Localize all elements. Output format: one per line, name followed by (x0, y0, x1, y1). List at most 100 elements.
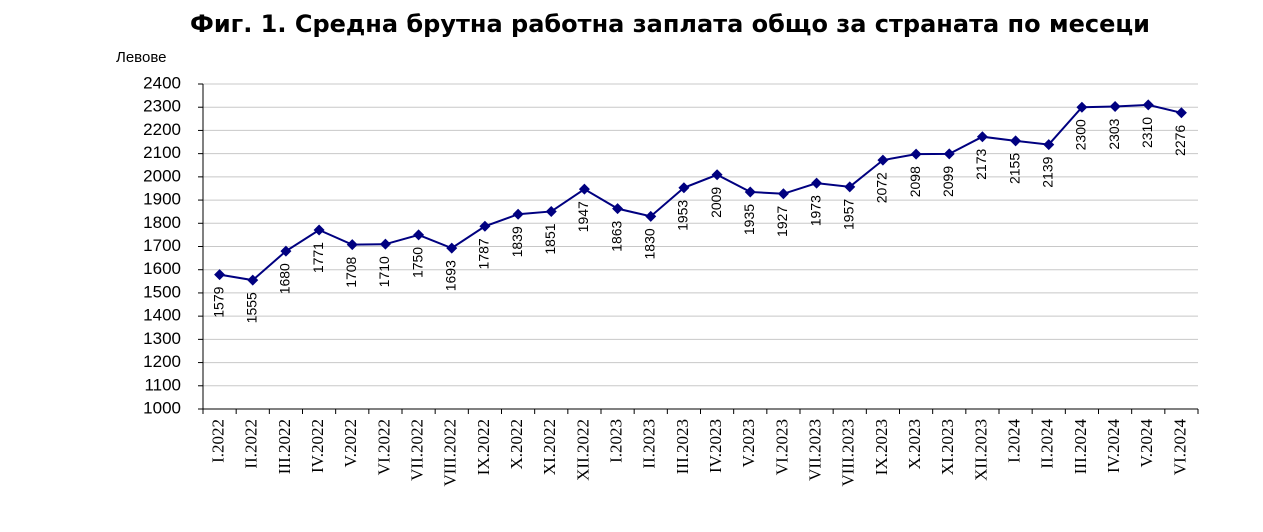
y-tick-label: 1700 (143, 236, 181, 255)
x-tick-label: I.2024 (1004, 419, 1023, 463)
data-label: 2310 (1139, 117, 1155, 148)
y-tick-label: 1400 (143, 306, 181, 325)
data-label: 1851 (542, 223, 558, 254)
marker (1076, 101, 1088, 113)
data-label: 1708 (343, 256, 359, 287)
marker (346, 239, 358, 251)
x-tick-label: IV.2023 (706, 419, 725, 473)
y-tick-label: 2100 (143, 143, 181, 162)
marker (1142, 99, 1154, 111)
marker (479, 220, 491, 232)
marker (943, 148, 955, 160)
marker (711, 169, 723, 181)
data-label: 1863 (608, 220, 624, 251)
y-tick-label: 1200 (143, 352, 181, 371)
x-tick-label: VIII.2023 (839, 419, 858, 487)
marker (578, 183, 590, 195)
x-tick-label: VII.2023 (805, 419, 824, 481)
x-tick-label: V.2024 (1137, 419, 1156, 468)
y-tick-label: 1300 (143, 329, 181, 348)
y-tick-label: 2400 (143, 73, 181, 92)
y-tick-label: 1000 (143, 398, 181, 417)
data-label: 2276 (1172, 125, 1188, 156)
marker (545, 205, 557, 217)
data-label: 2072 (874, 172, 890, 203)
marker (976, 131, 988, 143)
data-label: 1771 (310, 242, 326, 273)
data-label: 2300 (1073, 119, 1089, 150)
x-tick-label: XII.2022 (573, 419, 592, 481)
marker (910, 148, 922, 160)
x-tick-label: IV.2022 (308, 419, 327, 473)
x-tick-label: V.2023 (739, 419, 758, 467)
data-label: 1935 (741, 204, 757, 235)
y-tick-label: 1100 (144, 375, 181, 394)
marker (744, 186, 756, 198)
marker (678, 182, 690, 194)
x-tick-label: X.2022 (507, 419, 526, 470)
y-tick-label: 1600 (143, 259, 181, 278)
y-tick-label: 1900 (143, 190, 181, 209)
marker (777, 188, 789, 200)
line (219, 103, 1182, 282)
marker (844, 181, 856, 193)
data-label: 2155 (1006, 153, 1022, 184)
marker (1043, 139, 1055, 151)
y-tick-label: 2200 (143, 120, 181, 139)
marker (811, 177, 823, 189)
data-label: 2303 (1106, 118, 1122, 149)
marker (512, 208, 524, 220)
marker (877, 154, 889, 166)
data-label: 1693 (442, 260, 458, 291)
data-label: 1839 (509, 226, 525, 257)
data-label: 1957 (840, 199, 856, 230)
x-tick-label: VI.2024 (1170, 419, 1189, 476)
data-label: 1953 (675, 200, 691, 231)
marker (1109, 101, 1121, 113)
marker (1175, 107, 1187, 119)
y-tick-label: 1800 (143, 213, 181, 232)
chart-title: Фиг. 1. Средна брутна работна заплата об… (190, 10, 1150, 38)
data-label: 2173 (973, 148, 989, 179)
x-tick-label: XI.2023 (938, 419, 957, 475)
data-label: 2009 (708, 187, 724, 218)
x-tick-label: I.2022 (208, 419, 227, 463)
marker (280, 245, 292, 257)
marker (247, 274, 259, 286)
marker (214, 269, 226, 281)
x-tick-label: X.2023 (905, 419, 924, 470)
x-tick-label: IX.2023 (872, 419, 891, 475)
marker (645, 210, 657, 222)
x-tick-label: V.2022 (341, 419, 360, 467)
data-label: 1787 (476, 238, 492, 269)
x-tick-label: VI.2023 (772, 419, 791, 475)
x-tick-label: III.2024 (1071, 419, 1090, 475)
marker (313, 224, 325, 236)
x-tick-label: I.2023 (606, 419, 625, 463)
x-tick-label: II.2022 (242, 419, 261, 469)
y-tick-label: 2000 (143, 166, 181, 185)
data-label: 1710 (376, 256, 392, 287)
marker (413, 229, 425, 241)
y-tick-label: 2300 (143, 97, 181, 116)
data-label: 2139 (1039, 156, 1055, 187)
marker (446, 242, 458, 254)
data-label: 1555 (243, 292, 259, 323)
data-label: 2098 (907, 166, 923, 197)
data-label: 1830 (641, 228, 657, 259)
x-tick-label: IV.2024 (1104, 419, 1123, 473)
data-label: 1750 (409, 247, 425, 278)
data-label: 1680 (277, 263, 293, 294)
x-tick-label: II.2024 (1038, 419, 1057, 469)
data-label: 1947 (575, 201, 591, 232)
y-axis-label: Левове (116, 49, 166, 66)
y-tick-label: 1500 (143, 282, 181, 301)
data-label: 1579 (210, 286, 226, 317)
x-tick-label: III.2022 (275, 419, 294, 474)
x-tick-label: XII.2023 (971, 419, 990, 481)
x-tick-label: II.2023 (640, 419, 659, 469)
data-label: 1973 (807, 195, 823, 226)
data-label: 1927 (774, 206, 790, 237)
marker (379, 238, 391, 250)
